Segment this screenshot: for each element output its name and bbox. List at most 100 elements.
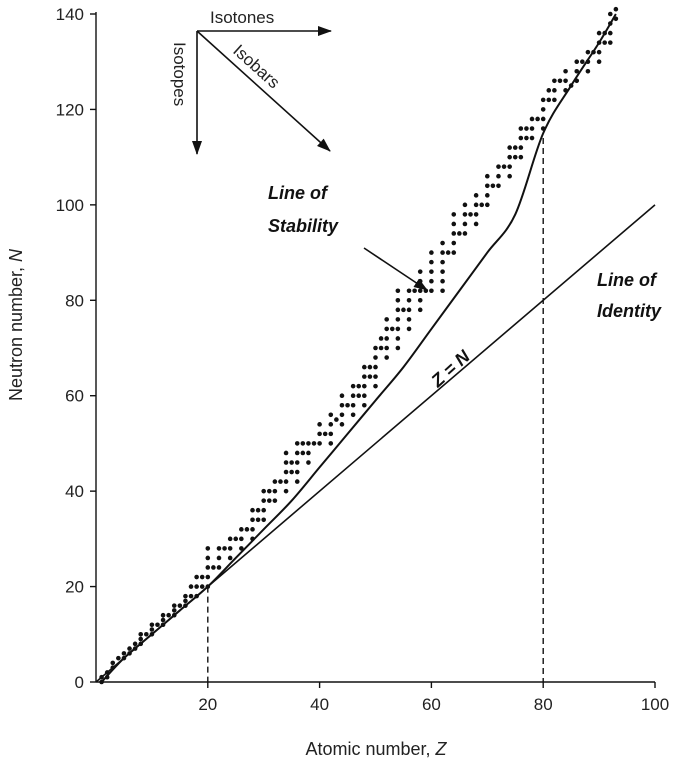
nuclide-point <box>199 574 205 580</box>
nuclide-point <box>512 145 518 150</box>
nuclide-point <box>563 78 568 84</box>
nuclide-point <box>607 40 613 45</box>
nuclide-point <box>552 97 557 103</box>
nuclide-point <box>239 536 244 542</box>
nuclide-point <box>462 221 468 227</box>
nuclide-point <box>417 269 423 274</box>
nuclide-point <box>227 536 233 542</box>
nuclide-point <box>490 183 496 189</box>
nuclide-point <box>350 412 356 418</box>
nuclide-point <box>440 250 445 255</box>
nuclide-point <box>362 383 367 389</box>
axis-ticks: 0 20 40 60 80 100 120 140 20 40 60 80 100 <box>56 5 670 714</box>
nuclide-point <box>451 250 457 255</box>
x-axis-title: Atomic number, Z <box>305 739 447 759</box>
nuclide-point <box>378 345 384 351</box>
nuclide-point <box>362 364 367 370</box>
nuclide-point <box>445 250 451 255</box>
nuclide-point <box>395 326 401 332</box>
nuclide-point <box>473 193 479 198</box>
isobars-arrow <box>196 30 331 152</box>
nuclide-point <box>373 355 378 360</box>
nuclide-point <box>507 164 512 169</box>
nuclide-point <box>328 412 334 418</box>
nuclide-point <box>272 479 278 484</box>
nuclide-point <box>389 326 395 332</box>
nuclide-point <box>272 488 278 494</box>
nuclide-point <box>205 546 211 551</box>
nuclide-point <box>160 612 166 618</box>
nuclide-point <box>322 431 328 437</box>
nuclide-points <box>99 6 619 685</box>
reference-dashed-lines <box>207 138 544 682</box>
nuclide-point <box>261 488 267 494</box>
identity-label-line1: Line of <box>597 270 658 290</box>
nuclide-point <box>339 402 345 408</box>
y-axis-title: Neutron number, N <box>6 248 26 401</box>
nuclide-point <box>132 641 138 647</box>
nuclide-point <box>183 598 188 604</box>
nuclide-point <box>294 460 300 465</box>
nuclide-point <box>417 288 423 294</box>
nuclide-point <box>239 546 244 551</box>
nuclide-point <box>406 297 412 303</box>
nuclide-point <box>496 183 501 189</box>
nuclide-point <box>328 441 334 446</box>
nuclide-point <box>429 269 434 274</box>
nuclide-point <box>339 412 345 418</box>
y-tick-label: 100 <box>56 196 84 215</box>
nuclide-point <box>373 374 378 379</box>
nuclide-point <box>574 68 580 74</box>
nuclide-point <box>250 517 255 523</box>
nuclide-point <box>227 546 233 551</box>
nuclide-point <box>294 441 300 446</box>
nuclide-point <box>239 527 244 532</box>
nuclide-point <box>529 126 535 131</box>
nuclide-point <box>300 450 306 456</box>
y-tick-label: 120 <box>56 100 84 119</box>
nuclide-point <box>294 450 300 456</box>
nuclide-point <box>205 565 211 570</box>
nuclide-point <box>429 250 434 255</box>
y-tick-label: 20 <box>65 578 84 597</box>
nuclide-point <box>540 116 546 122</box>
nuclide-point <box>205 574 211 580</box>
nuclide-point <box>378 336 384 341</box>
nuclide-point <box>552 78 557 84</box>
y-tick-label: 0 <box>75 673 84 692</box>
nuclide-point <box>266 498 272 503</box>
nuclide-point <box>350 402 356 408</box>
nuclide-point <box>417 278 423 284</box>
nuclide-point <box>602 40 607 45</box>
y-tick-label: 60 <box>65 387 84 406</box>
nuclide-point <box>149 622 155 628</box>
nuclide-point <box>507 173 512 179</box>
nuclide-point <box>524 135 529 141</box>
nuclide-point <box>194 574 199 580</box>
nuclide-point <box>283 479 289 484</box>
nuclide-point <box>485 202 490 208</box>
nuclide-point <box>485 173 490 179</box>
nuclide-point <box>250 527 255 532</box>
nuclide-point <box>367 364 373 370</box>
nuclide-point <box>395 317 401 322</box>
nuclide-point <box>574 59 580 65</box>
nuclide-point <box>261 507 267 513</box>
nuclide-point <box>518 154 524 160</box>
nuclide-point <box>440 240 445 246</box>
nuclide-point <box>294 479 300 484</box>
nuclide-point <box>607 11 613 17</box>
nuclide-point <box>306 460 311 465</box>
nuclide-point <box>429 259 434 265</box>
nuclide-point <box>362 393 367 399</box>
nuclide-point <box>339 422 345 427</box>
nuclide-point <box>317 431 322 437</box>
nuclide-point <box>395 297 401 303</box>
nuclide-point <box>563 68 568 74</box>
nuclide-point <box>110 660 116 666</box>
direction-arrows: Isotones Isotopes Isobars <box>170 8 332 155</box>
nuclide-point <box>373 345 378 351</box>
nuclide-point <box>328 431 334 437</box>
nuclide-point <box>373 364 378 370</box>
